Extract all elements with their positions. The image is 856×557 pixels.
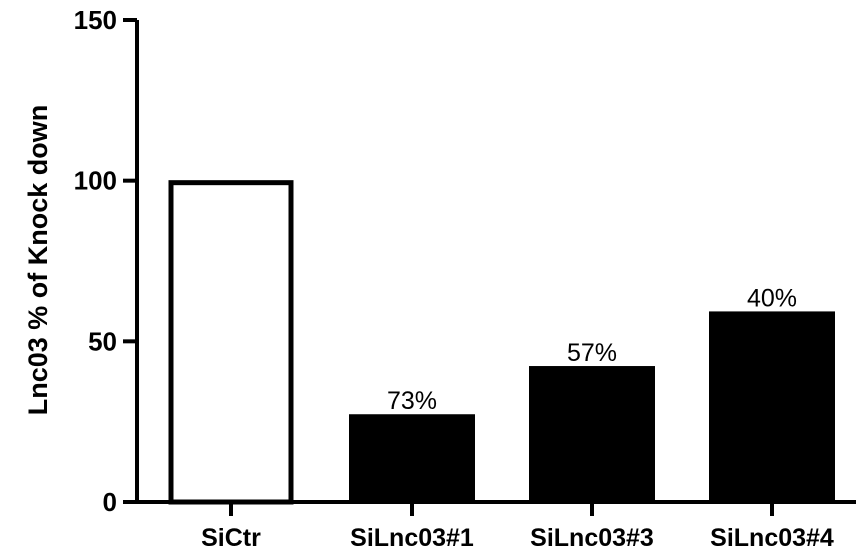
x-axis: SiCtr SiLnc03#1 SiLnc03#3 SiLnc03#4: [135, 500, 856, 552]
data-labels-group: 73% 57% 40%: [387, 284, 797, 415]
y-tick-label: 100: [74, 166, 117, 196]
y-tick-label: 150: [74, 5, 117, 35]
bar-silnc03-4: [709, 311, 835, 503]
y-axis-label: Lnc03 % of Knock down: [23, 105, 53, 416]
bar-silnc03-3: [529, 366, 655, 504]
x-tick-label: SiCtr: [201, 524, 261, 552]
x-tick-label: SiLnc03#4: [710, 524, 834, 552]
bar-sictr: [168, 180, 294, 505]
bars-group: [168, 180, 835, 505]
data-label: 73%: [387, 387, 437, 415]
x-tick-label: SiLnc03#1: [350, 524, 474, 552]
x-tick-label: SiLnc03#3: [530, 524, 654, 552]
data-label: 40%: [747, 284, 797, 312]
y-tick-label: 50: [88, 326, 117, 356]
y-axis: 0 50 100 150: [74, 5, 139, 517]
data-label: 57%: [567, 339, 617, 367]
bar-silnc03-1: [349, 414, 475, 503]
y-tick-label: 0: [103, 487, 117, 517]
